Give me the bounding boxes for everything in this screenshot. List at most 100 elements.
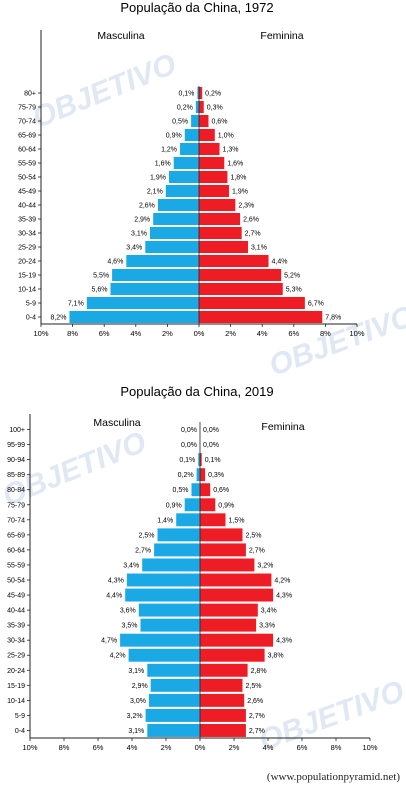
x-tick-label: 6% (93, 743, 104, 752)
male-bar (184, 498, 200, 512)
female-value-label: 2,7% (245, 231, 261, 238)
female-bar (199, 254, 269, 268)
female-bar (200, 618, 257, 632)
male-bar (126, 254, 199, 268)
female-value-label: 5,2% (284, 273, 300, 280)
male-bar (125, 588, 200, 602)
male-bar (157, 198, 199, 212)
male-bar (150, 678, 200, 692)
x-tick-label: 2% (229, 743, 240, 752)
male-bar (196, 468, 200, 482)
female-value-label: 1,3% (223, 147, 239, 154)
chart-title-2019: População da China, 2019 (120, 384, 273, 399)
age-group-label: 50-54 (7, 578, 25, 585)
male-value-label: 3,0% (130, 698, 146, 705)
age-group-label: 80-84 (7, 487, 25, 494)
female-bar (199, 212, 241, 226)
age-group-label: 55-59 (18, 161, 36, 168)
age-group-label: 55-59 (7, 562, 25, 569)
male-value-label: 0,1% (179, 457, 195, 464)
male-value-label: 3,1% (128, 728, 144, 735)
male-value-label: 2,6% (139, 203, 155, 210)
female-value-label: 1,6% (227, 161, 243, 168)
female-value-label: 2,5% (246, 532, 262, 539)
male-value-label: 0,2% (178, 472, 194, 479)
male-bar (120, 633, 200, 647)
male-value-label: 0,5% (173, 487, 189, 494)
male-value-label: 8,2% (50, 315, 66, 322)
age-group-label: 65-69 (7, 532, 25, 539)
female-value-label: 2,7% (249, 713, 265, 720)
female-value-label: 1,8% (230, 175, 246, 182)
x-tick-label: 4% (263, 743, 274, 752)
age-group-label: 20-24 (18, 259, 36, 266)
male-value-label: 0,0% (181, 427, 197, 434)
male-bar (168, 170, 199, 184)
female-bar (200, 603, 258, 617)
female-bar (199, 142, 220, 156)
female-value-label: 2,6% (247, 698, 263, 705)
male-bar (86, 296, 199, 310)
x-tick-label: 2% (161, 743, 172, 752)
age-group-label: 60-64 (18, 147, 36, 154)
male-value-label: 2,5% (139, 532, 155, 539)
female-value-label: 6,7% (308, 301, 324, 308)
age-group-label: 5-9 (15, 713, 25, 720)
x-tick-label: 0% (195, 743, 206, 752)
male-bar (112, 268, 199, 282)
female-value-label: 4,2% (274, 578, 290, 585)
female-value-label: 1,9% (232, 189, 248, 196)
x-tick-label: 4% (127, 743, 138, 752)
female-value-label: 4,3% (276, 593, 292, 600)
female-bar (199, 184, 230, 198)
age-group-label: 90-94 (7, 457, 25, 464)
male-value-label: 0,9% (166, 133, 182, 140)
male-value-label: 3,1% (131, 231, 147, 238)
female-bar (200, 708, 246, 722)
female-value-label: 4,3% (276, 638, 292, 645)
age-group-label: 65-69 (18, 133, 36, 140)
age-group-label: 25-29 (18, 245, 36, 252)
male-value-label: 3,1% (128, 668, 144, 675)
age-group-label: 15-19 (7, 683, 25, 690)
female-value-label: 7,8% (325, 315, 341, 322)
male-value-label: 3,6% (120, 608, 136, 615)
age-group-label: 45-49 (18, 189, 36, 196)
age-group-label: 70-74 (18, 119, 36, 126)
age-group-label: 75-79 (18, 105, 36, 112)
female-value-label: 3,2% (257, 562, 273, 569)
female-bar (200, 633, 274, 647)
female-value-label: 3,3% (259, 623, 275, 630)
male-label-1972: Masculina (97, 30, 144, 42)
male-value-label: 2,7% (135, 547, 151, 554)
age-group-label: 75-79 (7, 502, 25, 509)
female-bar (200, 453, 202, 467)
female-bar (199, 198, 236, 212)
female-bar (200, 513, 226, 527)
age-group-label: 10-14 (18, 287, 36, 294)
pyramid-1972: População da China, 1972 Masculina Femin… (18, 0, 365, 338)
male-value-label: 5,5% (93, 273, 109, 280)
female-bar (200, 648, 265, 662)
male-bar (197, 86, 199, 100)
source-citation: (www.populationpyramid.net) (266, 771, 400, 783)
male-value-label: 0,5% (172, 119, 188, 126)
chart-title-1972: População da China, 1972 (120, 0, 273, 15)
male-value-label: 3,5% (122, 623, 138, 630)
male-bar (150, 226, 199, 240)
age-group-label: 40-44 (7, 608, 25, 615)
female-bar (200, 468, 206, 482)
age-group-label: 45-49 (7, 593, 25, 600)
male-bar (147, 724, 200, 737)
age-group-label: 10-14 (7, 698, 25, 705)
female-bar (200, 573, 272, 587)
female-bar (200, 693, 245, 707)
female-bar (200, 724, 246, 737)
female-bar (199, 282, 283, 296)
female-value-label: 3,4% (261, 608, 277, 615)
female-bar (199, 310, 323, 324)
female-value-label: 2,7% (249, 728, 265, 735)
female-bar (199, 240, 248, 254)
male-bar (138, 603, 200, 617)
x-tick-label: 0% (194, 329, 205, 338)
